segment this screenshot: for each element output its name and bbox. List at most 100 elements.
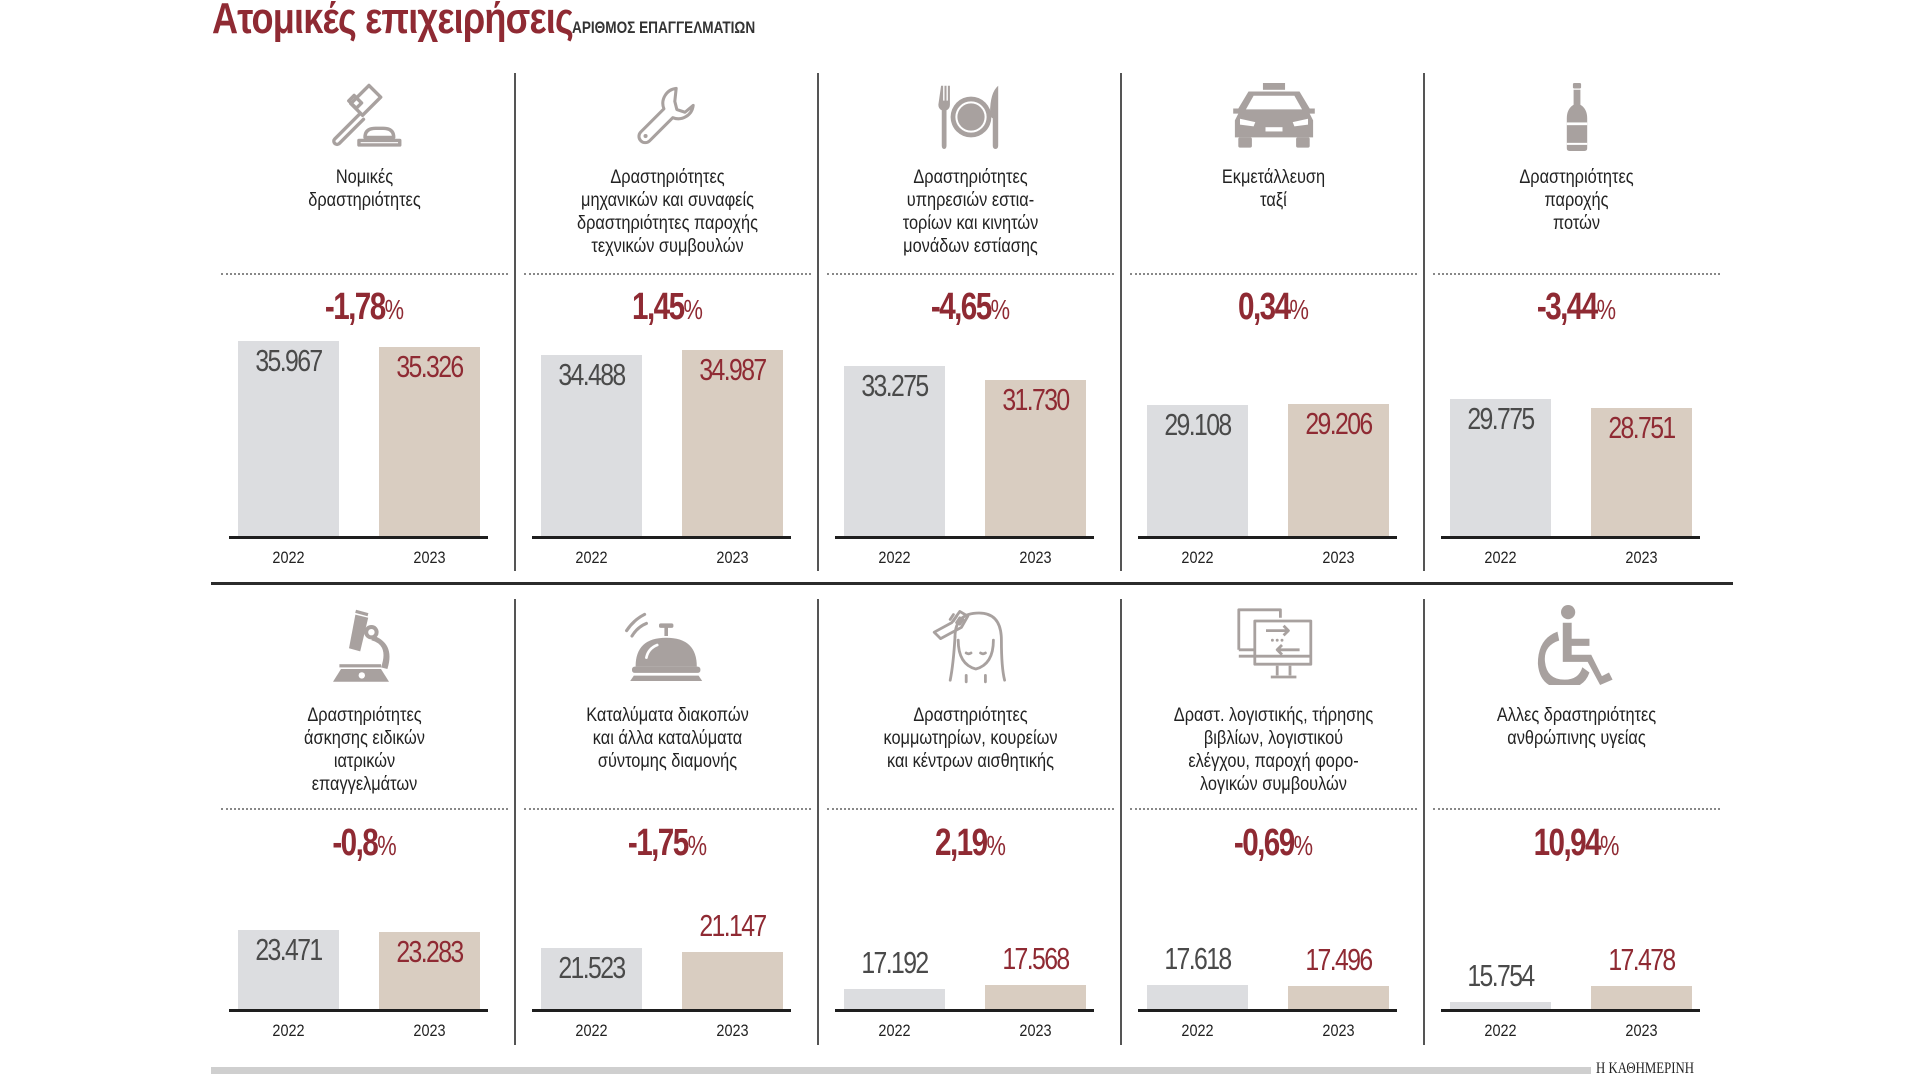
bar-value-label: 17.478 xyxy=(1608,941,1676,977)
percent-change-value: 10,94 xyxy=(1533,822,1602,864)
column-divider xyxy=(1120,73,1122,571)
x-axis-baseline xyxy=(1138,536,1397,539)
x-tick-label: 2022 xyxy=(1181,548,1214,567)
dotted-separator xyxy=(1130,808,1417,810)
panel-label-line: τορίων και κινητών xyxy=(902,213,1039,234)
column-divider xyxy=(514,73,516,571)
bar-value-label: 17.618 xyxy=(1164,940,1232,976)
column-divider xyxy=(817,73,819,571)
bar-value-label: 21.147 xyxy=(699,907,767,943)
bar-value-label: 23.471 xyxy=(255,932,323,968)
panel-4: Εκμετάλλευση ταξί 0,34% 29.108 2022 29.206 202… xyxy=(1122,0,1425,1080)
panel-label: Δραστηριότητες μηχανικών και συναφείς δρασ… xyxy=(546,166,789,258)
panel-label-line: ιατρικών xyxy=(333,751,396,772)
percent-symbol: % xyxy=(384,294,405,325)
percent-change-value: -3,44 xyxy=(1536,286,1598,328)
dotted-separator xyxy=(1433,808,1720,810)
bar-2023 xyxy=(682,350,783,536)
bar-value-label: 33.275 xyxy=(861,368,929,404)
panel-label-line: τεχνικών συμβουλών xyxy=(591,236,744,257)
bar-2022 xyxy=(1450,1001,1551,1009)
panel-label-line: Δραστ. λογιστικής, τήρησης xyxy=(1173,705,1374,726)
panel-label: Δραστηριότητες άσκησης ειδικών ιατρικών επα… xyxy=(243,704,486,796)
bar-value-label: 34.488 xyxy=(558,356,626,392)
dotted-separator xyxy=(221,273,508,275)
percent-change: 10,94% xyxy=(1458,822,1694,865)
x-tick-label: 2023 xyxy=(413,1021,446,1040)
percent-change-value: 0,34 xyxy=(1238,286,1291,328)
bar-2023 xyxy=(985,380,1086,536)
panel-label-line: βιβλίων, λογιστικού xyxy=(1203,728,1344,749)
dotted-separator xyxy=(524,808,811,810)
percent-change: -0,69% xyxy=(1155,822,1391,865)
panel-1: Νομικές δραστηριότητες -1,78% 35.967 2022 35.… xyxy=(213,0,516,1080)
panel-label-line: επαγγελμάτων xyxy=(311,774,418,795)
panel-label-line: Δραστηριότητες xyxy=(307,705,422,726)
hairdresser-icon xyxy=(926,605,1016,685)
panel-8: Δραστηριότητες κομμωτηρίων, κουρείων και κ… xyxy=(819,0,1122,1080)
panel-9: Δραστ. λογιστικής, τήρησης βιβλίων, λογισ… xyxy=(1122,0,1425,1080)
microscope-icon xyxy=(320,605,410,685)
bar-value-label: 31.730 xyxy=(1002,382,1070,418)
column-divider xyxy=(1423,73,1425,571)
bar-2022 xyxy=(238,341,339,536)
chart-title: Ατομικές επιχειρήσεις xyxy=(212,0,574,43)
x-tick-label: 2023 xyxy=(1019,548,1052,567)
panel-label-line: λογικών συμβουλών xyxy=(1200,774,1347,795)
bar-2022 xyxy=(844,366,945,536)
panel-label-line: και άλλα καταλύματα xyxy=(592,728,743,749)
bar-2022 xyxy=(1450,398,1551,536)
panel-label-line: Δραστηριότητες xyxy=(913,705,1028,726)
bar-2022 xyxy=(541,354,642,536)
x-tick-label: 2023 xyxy=(716,548,749,567)
percent-change: 2,19% xyxy=(852,822,1088,865)
dotted-separator xyxy=(827,273,1114,275)
bar-value-label: 23.283 xyxy=(396,933,464,969)
panel-label-line: Εκμετάλλευση xyxy=(1221,167,1326,188)
bar-2022 xyxy=(1147,404,1248,536)
x-tick-label: 2022 xyxy=(575,1021,608,1040)
percent-change: 0,34% xyxy=(1155,286,1391,329)
panel-7: Καταλύματα διακοπών και άλλα καταλύματα σύ… xyxy=(516,0,819,1080)
percent-change-value: -1,75 xyxy=(627,822,689,864)
bar-value-label: 28.751 xyxy=(1608,410,1676,446)
x-tick-label: 2022 xyxy=(1484,548,1517,567)
bar-value-label: 34.987 xyxy=(699,352,767,388)
percent-symbol: % xyxy=(986,830,1006,861)
source-credit: Η ΚΑΘΗΜΕΡΙΝΗ xyxy=(1596,1060,1694,1077)
bar-value-label: 17.568 xyxy=(1002,941,1070,977)
panel-3: Δραστηριότητες υπηρεσιών εστια-τορίων και… xyxy=(819,0,1122,1080)
panel-label-line: δραστηριότητες παροχής xyxy=(577,213,758,234)
percent-change-value: 1,45 xyxy=(632,286,685,328)
bar-value-label: 29.108 xyxy=(1164,406,1232,442)
bar-value-label: 29.775 xyxy=(1467,400,1535,436)
bar-2023 xyxy=(985,985,1086,1009)
x-axis-baseline xyxy=(229,1009,488,1012)
bar-value-label: 15.754 xyxy=(1467,957,1535,993)
percent-change: -0,8% xyxy=(246,822,482,865)
panel-label: Καταλύματα διακοπών και άλλα καταλύματα σύ… xyxy=(546,704,789,773)
bar-value-label: 17.192 xyxy=(861,944,929,980)
x-axis-baseline xyxy=(1441,536,1700,539)
panel-label-line: σύντομης διαμονής xyxy=(597,751,738,772)
percent-change-value: -0,8 xyxy=(332,822,378,864)
panel-label-line: μονάδων εστίασης xyxy=(903,236,1038,257)
row-divider xyxy=(211,582,1733,585)
x-tick-label: 2022 xyxy=(575,548,608,567)
panel-label-line: παροχής xyxy=(1544,190,1609,211)
bar-value-label: 29.206 xyxy=(1305,405,1373,441)
bar-2022 xyxy=(1147,984,1248,1009)
column-divider xyxy=(514,599,516,1045)
footer-bar xyxy=(211,1067,1591,1074)
bar-value-label: 35.967 xyxy=(255,343,323,378)
panel-label: Δραστ. λογιστικής, τήρησης βιβλίων, λογισ… xyxy=(1152,704,1395,796)
panel-label: Δραστηριότητες κομμωτηρίων, κουρείων και κ… xyxy=(849,704,1092,773)
panel-label: Δραστηριότητες υπηρεσιών εστια-τορίων και… xyxy=(849,166,1092,258)
percent-change-value: -0,69 xyxy=(1233,822,1295,864)
service-bell-icon xyxy=(623,605,713,685)
dotted-separator xyxy=(221,808,508,810)
x-axis-baseline xyxy=(1138,1009,1397,1012)
panel-label-line: Αλλες δραστηριότητες xyxy=(1496,705,1657,726)
panel-label-line: μηχανικών και συναφείς xyxy=(581,190,754,211)
panel-label-line: ανθρώπινης υγείας xyxy=(1507,728,1646,749)
